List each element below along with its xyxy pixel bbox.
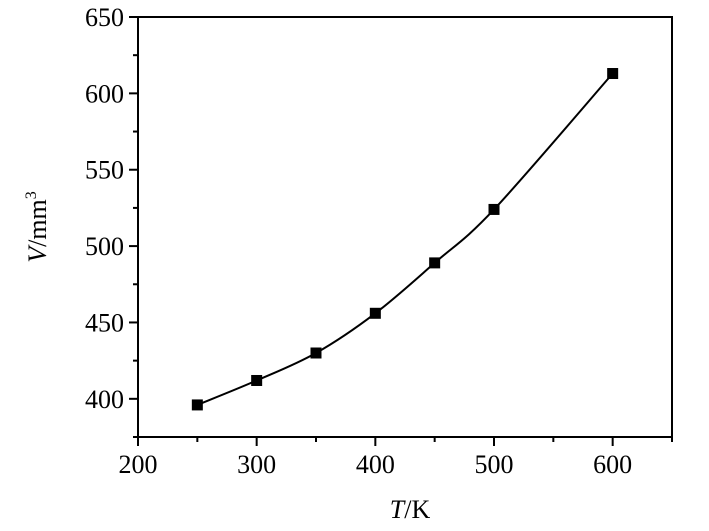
y-tick-label: 450 [85, 308, 124, 337]
y-axis-unit: /mm [23, 199, 52, 247]
x-tick-label: 200 [119, 450, 158, 479]
y-axis-tick-labels: 400 450 500 550 600 650 [85, 3, 124, 414]
x-axis-title: T/K [390, 495, 431, 524]
x-axis-tick-labels: 200 300 400 500 600 [119, 450, 633, 479]
x-axis-symbol: T [390, 495, 406, 524]
x-tick-label: 400 [356, 450, 395, 479]
series-markers [191, 68, 619, 411]
data-point [251, 374, 263, 386]
y-axis-symbol: V [23, 244, 52, 263]
y-tick-label: 650 [85, 3, 124, 32]
data-point [607, 68, 619, 80]
x-axis-unit: /K [404, 495, 430, 524]
y-axis-ticks [129, 16, 138, 438]
y-tick-label: 550 [85, 156, 124, 185]
data-point [429, 257, 441, 269]
y-tick-label: 500 [85, 232, 124, 261]
series-line [196, 72, 614, 406]
data-point [310, 347, 322, 359]
data-point [191, 399, 203, 411]
data-point [488, 203, 500, 215]
y-tick-label: 400 [85, 385, 124, 414]
x-tick-label: 600 [593, 450, 632, 479]
y-tick-label: 600 [85, 79, 124, 108]
y-axis-unit-superscript: 3 [23, 191, 40, 199]
x-tick-label: 500 [475, 450, 514, 479]
x-axis-ticks [137, 437, 673, 446]
y-axis-title: V/mm3 [23, 191, 52, 263]
x-tick-label: 300 [237, 450, 276, 479]
data-point [369, 307, 381, 319]
plot-frame [137, 16, 673, 438]
